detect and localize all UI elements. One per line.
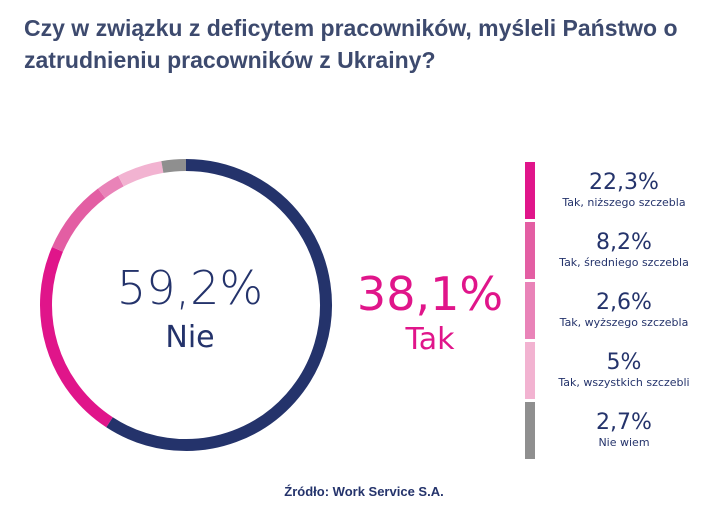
breakdown-value-2: 2,6%: [596, 290, 652, 315]
breakdown-label-2: Tak, wyższego szczebla: [559, 316, 689, 329]
donut-slice-3: [97, 175, 124, 199]
breakdown-bar-0: [525, 162, 535, 219]
donut-slice-1: [40, 247, 113, 428]
breakdown-value-1: 8,2%: [596, 230, 652, 255]
source-note: Źródło: Work Service S.A.: [284, 484, 444, 499]
donut-slice-2: [52, 188, 106, 252]
donut-slice-0: [106, 159, 332, 451]
breakdown-bar-2: [525, 282, 535, 339]
donut-slice-4: [118, 161, 164, 187]
breakdown-value-3: 5%: [606, 350, 642, 375]
donut-slice-5: [161, 159, 187, 173]
tak-total-label: Tak: [405, 322, 455, 357]
breakdown-value-4: 2,7%: [596, 410, 652, 435]
breakdown-label-1: Tak, średniego szczebla: [559, 256, 689, 269]
tak-total-value: 38,1%: [356, 267, 504, 321]
breakdown-value-0: 22,3%: [589, 170, 659, 195]
breakdown-label-3: Tak, wszystkich szczebli: [558, 376, 690, 389]
breakdown-label-4: Nie wiem: [598, 436, 650, 449]
breakdown-label-0: Tak, niższego szczebla: [562, 196, 686, 209]
breakdown-bar-1: [525, 222, 535, 279]
center-label: Nie: [165, 320, 215, 355]
breakdown-bar-4: [525, 402, 535, 459]
center-value: 59,2%: [116, 261, 264, 315]
chart-title: Czy w związku z deficytem pracowników, m…: [24, 15, 678, 73]
breakdown-bar-3: [525, 342, 535, 399]
